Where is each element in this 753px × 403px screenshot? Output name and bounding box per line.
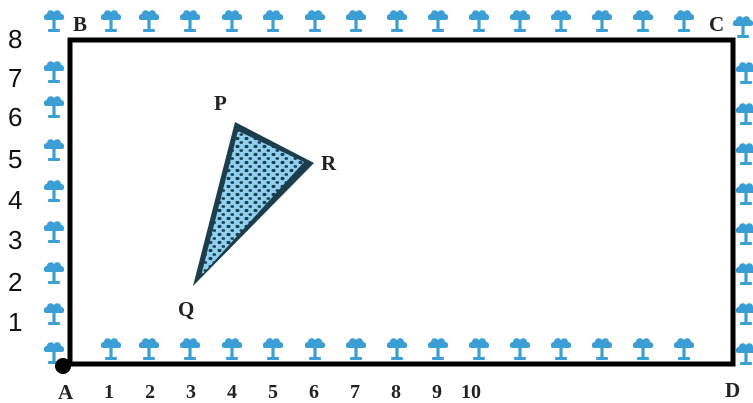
tree-icon — [44, 10, 64, 32]
x-tick-label: 10 — [461, 381, 481, 403]
tree-icon — [674, 338, 694, 360]
y-tick-label: 3 — [8, 225, 22, 255]
top-tree-row — [101, 10, 753, 38]
x-tick-label: 9 — [432, 381, 442, 403]
tree-icon — [592, 338, 612, 360]
tree-icon — [222, 338, 242, 360]
tree-icon — [469, 10, 489, 32]
y-tick-label: 8 — [8, 24, 22, 54]
tree-icon — [346, 338, 366, 360]
x-tick-label: 2 — [145, 381, 155, 403]
triangle-pqr-fill — [201, 131, 304, 276]
tree-icon — [139, 10, 159, 32]
x-tick-label: 1 — [104, 381, 114, 403]
tree-icon — [139, 338, 159, 360]
y-tick-label: 5 — [8, 144, 22, 174]
tree-icon — [44, 303, 64, 325]
x-tick-label: 7 — [350, 381, 360, 403]
rectangle-border — [67, 37, 736, 367]
x-tick-label: 6 — [309, 381, 319, 403]
x-tick-label: 8 — [391, 381, 401, 403]
left-tree-column — [44, 10, 64, 364]
corner-label-d: D — [725, 378, 740, 402]
tree-icon — [44, 180, 64, 202]
tree-icon — [387, 338, 407, 360]
tree-icon — [736, 183, 753, 205]
vertex-label-q: Q — [178, 297, 194, 321]
tree-icon — [428, 338, 448, 360]
vertex-label-r: R — [321, 151, 337, 175]
y-tick-label: 4 — [8, 185, 22, 215]
tree-icon — [346, 10, 366, 32]
tree-icon — [44, 96, 64, 118]
tree-icon — [180, 10, 200, 32]
y-axis-labels: 1 2 3 4 5 6 7 8 — [8, 24, 22, 337]
tree-icon — [736, 343, 753, 365]
tree-icon — [592, 10, 612, 32]
tree-icon — [101, 10, 121, 32]
tree-icon — [733, 16, 753, 38]
tree-icon — [510, 338, 530, 360]
tree-icon — [736, 143, 753, 165]
tree-icon — [551, 338, 571, 360]
tree-icon — [674, 10, 694, 32]
y-tick-label: 7 — [8, 63, 22, 93]
origin-point — [55, 358, 71, 374]
x-tick-label: 5 — [268, 381, 278, 403]
x-axis-labels: 1 2 3 4 5 6 7 8 9 10 — [104, 381, 481, 403]
tree-icon — [510, 10, 530, 32]
tree-icon — [736, 103, 753, 125]
tree-icon — [222, 10, 242, 32]
y-tick-label: 2 — [8, 267, 22, 297]
tree-icon — [428, 10, 448, 32]
tree-icon — [44, 221, 64, 243]
tree-icon — [736, 223, 753, 245]
corner-label-a: A — [58, 380, 74, 403]
tree-icon — [305, 10, 325, 32]
tree-icon — [44, 61, 64, 83]
tree-icon — [736, 263, 753, 285]
tree-icon — [736, 62, 753, 84]
x-tick-label: 3 — [186, 381, 196, 403]
corner-label-b: B — [73, 12, 87, 36]
tree-icon — [736, 303, 753, 325]
x-tick-label: 4 — [227, 381, 237, 403]
bottom-tree-row — [101, 338, 694, 360]
tree-icon — [44, 262, 64, 284]
tree-icon — [305, 338, 325, 360]
tree-icon — [551, 10, 571, 32]
tree-icon — [633, 10, 653, 32]
y-tick-label: 1 — [8, 307, 22, 337]
tree-icon — [263, 10, 283, 32]
corner-label-c: C — [709, 12, 724, 36]
tree-icon — [180, 338, 200, 360]
right-tree-column — [736, 62, 753, 365]
y-tick-label: 6 — [8, 102, 22, 132]
tree-icon — [387, 10, 407, 32]
tree-icon — [633, 338, 653, 360]
tree-icon — [44, 139, 64, 161]
tree-icon — [469, 338, 489, 360]
tree-icon — [263, 338, 283, 360]
vertex-label-p: P — [214, 91, 227, 115]
tree-icon — [101, 338, 121, 360]
